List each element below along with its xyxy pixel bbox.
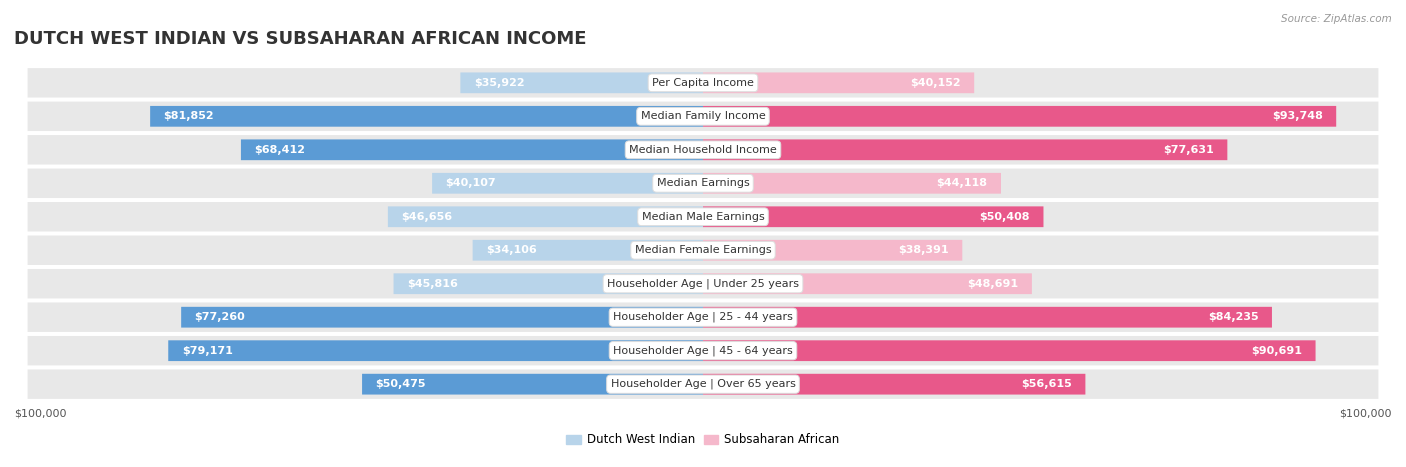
Text: $90,691: $90,691 (1251, 346, 1302, 356)
Text: Median Household Income: Median Household Income (628, 145, 778, 155)
Text: Per Capita Income: Per Capita Income (652, 78, 754, 88)
FancyBboxPatch shape (169, 340, 703, 361)
FancyBboxPatch shape (703, 72, 974, 93)
FancyBboxPatch shape (703, 273, 1032, 294)
Text: $100,000: $100,000 (14, 408, 66, 418)
FancyBboxPatch shape (28, 369, 1378, 399)
FancyBboxPatch shape (703, 340, 1316, 361)
FancyBboxPatch shape (28, 169, 1378, 198)
Text: $93,748: $93,748 (1272, 111, 1323, 121)
Text: $81,852: $81,852 (163, 111, 214, 121)
Text: $40,107: $40,107 (446, 178, 496, 188)
Text: $46,656: $46,656 (401, 212, 453, 222)
FancyBboxPatch shape (460, 72, 703, 93)
FancyBboxPatch shape (28, 135, 1378, 164)
Text: Median Family Income: Median Family Income (641, 111, 765, 121)
FancyBboxPatch shape (703, 240, 962, 261)
Text: $79,171: $79,171 (181, 346, 232, 356)
FancyBboxPatch shape (703, 307, 1272, 327)
Text: $50,408: $50,408 (980, 212, 1031, 222)
FancyBboxPatch shape (432, 173, 703, 194)
Text: Householder Age | 25 - 44 years: Householder Age | 25 - 44 years (613, 312, 793, 322)
Legend: Dutch West Indian, Subsaharan African: Dutch West Indian, Subsaharan African (562, 429, 844, 451)
Text: Householder Age | 45 - 64 years: Householder Age | 45 - 64 years (613, 346, 793, 356)
Text: $35,922: $35,922 (474, 78, 524, 88)
Text: $38,391: $38,391 (898, 245, 949, 255)
Text: Householder Age | Over 65 years: Householder Age | Over 65 years (610, 379, 796, 389)
Text: $77,631: $77,631 (1163, 145, 1213, 155)
FancyBboxPatch shape (28, 235, 1378, 265)
FancyBboxPatch shape (472, 240, 703, 261)
FancyBboxPatch shape (28, 102, 1378, 131)
FancyBboxPatch shape (240, 140, 703, 160)
FancyBboxPatch shape (28, 202, 1378, 232)
Text: DUTCH WEST INDIAN VS SUBSAHARAN AFRICAN INCOME: DUTCH WEST INDIAN VS SUBSAHARAN AFRICAN … (14, 30, 586, 48)
Text: $40,152: $40,152 (910, 78, 960, 88)
FancyBboxPatch shape (703, 140, 1227, 160)
Text: Median Earnings: Median Earnings (657, 178, 749, 188)
Text: Householder Age | Under 25 years: Householder Age | Under 25 years (607, 278, 799, 289)
Text: $100,000: $100,000 (1340, 408, 1392, 418)
FancyBboxPatch shape (363, 374, 703, 395)
Text: Median Female Earnings: Median Female Earnings (634, 245, 772, 255)
Text: Source: ZipAtlas.com: Source: ZipAtlas.com (1281, 14, 1392, 24)
Text: $50,475: $50,475 (375, 379, 426, 389)
FancyBboxPatch shape (388, 206, 703, 227)
FancyBboxPatch shape (703, 206, 1043, 227)
Text: $77,260: $77,260 (194, 312, 246, 322)
Text: $48,691: $48,691 (967, 279, 1018, 289)
FancyBboxPatch shape (28, 303, 1378, 332)
Text: Median Male Earnings: Median Male Earnings (641, 212, 765, 222)
Text: $45,816: $45,816 (408, 279, 458, 289)
FancyBboxPatch shape (703, 374, 1085, 395)
FancyBboxPatch shape (28, 269, 1378, 298)
Text: $56,615: $56,615 (1021, 379, 1071, 389)
FancyBboxPatch shape (28, 68, 1378, 98)
FancyBboxPatch shape (28, 336, 1378, 365)
FancyBboxPatch shape (150, 106, 703, 127)
Text: $84,235: $84,235 (1208, 312, 1258, 322)
Text: $44,118: $44,118 (936, 178, 987, 188)
FancyBboxPatch shape (703, 106, 1336, 127)
FancyBboxPatch shape (181, 307, 703, 327)
FancyBboxPatch shape (394, 273, 703, 294)
Text: $34,106: $34,106 (486, 245, 537, 255)
Text: $68,412: $68,412 (254, 145, 305, 155)
FancyBboxPatch shape (703, 173, 1001, 194)
